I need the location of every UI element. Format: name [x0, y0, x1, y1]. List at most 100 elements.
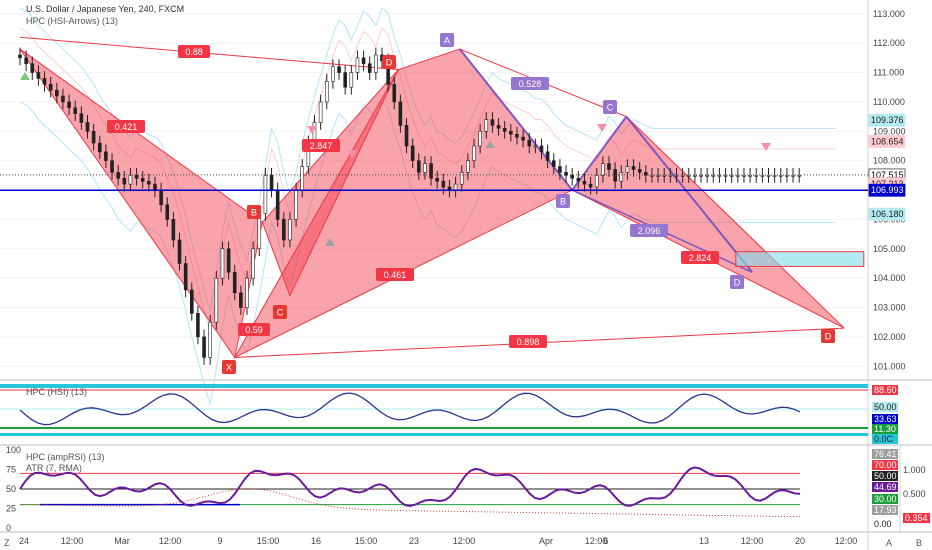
x-tick-label: 12:00 [159, 536, 182, 546]
bull-cd-line[interactable] [625, 115, 753, 273]
rsi-badge [872, 482, 898, 492]
lower-band [19, 101, 836, 405]
candle-body [502, 128, 507, 132]
candle-body [189, 289, 194, 314]
ratio-label-box[interactable] [238, 323, 270, 336]
candle-body [539, 145, 544, 153]
hsi-badge [872, 414, 898, 424]
candle-body [791, 175, 795, 177]
sell-arrow-icon [307, 126, 317, 134]
candle-body [686, 175, 691, 177]
price-badge [868, 113, 906, 127]
candle-body [607, 163, 611, 170]
ratio-label-box[interactable] [630, 224, 668, 237]
point-label-box[interactable] [603, 100, 617, 114]
amprsi-line[interactable] [19, 466, 801, 508]
candle-body [208, 321, 212, 358]
main-pane[interactable]: 0.88 0.421 2.847 0.59 0.461 0.898 0.528 2.096 2.… [0, 7, 868, 405]
candle-body [637, 169, 642, 173]
ratio-label: 0.528 [519, 79, 542, 89]
point-label: C [277, 308, 284, 318]
hsi-badge-text: 0.0C [874, 434, 894, 444]
hsi-badge [872, 424, 898, 434]
ratio-label-box[interactable] [178, 45, 210, 58]
rsi-badge [872, 505, 898, 515]
candle-body [251, 248, 255, 279]
y-tick-label: 110.000 [873, 97, 905, 107]
y-tick-label: 112.000 [873, 38, 905, 48]
target-zone-box[interactable] [735, 251, 865, 267]
point-label-box[interactable] [556, 194, 570, 208]
hsi-line[interactable] [19, 392, 801, 426]
candle-body [367, 63, 372, 73]
atr-right-tick: 1.000 [903, 465, 926, 475]
point-label-box[interactable] [382, 55, 396, 69]
candle-body [594, 175, 599, 188]
indicator-title: HPC (HSI-Arrows) (13) [26, 16, 118, 26]
candle-body [318, 101, 323, 123]
candle-body [711, 175, 716, 177]
axis-layer: 113.000 112.000 111.000 110.000 109.000 108.0… [19, 9, 906, 546]
ratio-label-box[interactable] [509, 335, 547, 348]
candle-body [202, 336, 206, 358]
grey-arrow-icon [485, 141, 495, 148]
candle-body [128, 175, 133, 185]
hsi-badge [872, 434, 898, 444]
candle-body [55, 89, 59, 97]
point-label: D [825, 332, 832, 342]
point-label-box[interactable] [222, 360, 236, 374]
price-badge-text: 108.654 [871, 136, 904, 146]
x-tick-label: 12:00 [741, 536, 764, 546]
candle-body [778, 175, 783, 177]
candle-body [220, 248, 225, 279]
candle-body [122, 177, 127, 185]
candle-body [73, 107, 78, 114]
symbol-title: U.S. Dollar / Japanese Yen, 240, FXCM [26, 4, 184, 14]
rsi-badge-text: 70.00 [874, 460, 897, 470]
candle-body [116, 172, 120, 179]
ratio-label-box[interactable] [107, 120, 145, 133]
candle-body [226, 248, 231, 273]
candle-body [766, 175, 771, 177]
amprsi-pane[interactable]: 100 75 50 25 0 1.000 0.500 76.4170.0050.0044.69… [6, 445, 930, 533]
candle-body [521, 136, 525, 141]
candle-body [165, 204, 170, 220]
atr-right-tick: 0.500 [903, 489, 926, 499]
candle-body [79, 113, 84, 123]
candle-body [748, 175, 752, 177]
candle-body [214, 277, 219, 323]
bull-bc-line[interactable] [571, 116, 628, 191]
ratio-label-box[interactable] [511, 77, 549, 90]
point-label-box[interactable] [273, 305, 287, 319]
footer-b[interactable]: B [916, 538, 922, 548]
candle-body [601, 163, 605, 176]
footer-z[interactable]: Z [4, 538, 10, 548]
candle-body [441, 180, 446, 188]
candle-body [416, 160, 421, 173]
point-label-box[interactable] [821, 329, 835, 343]
candle-body [374, 54, 378, 73]
x-tick-label: 6 [603, 536, 608, 546]
ratio-label-box[interactable] [376, 268, 414, 281]
candle-body [288, 219, 292, 241]
hsi-badge [872, 385, 898, 395]
ratio-label-box[interactable] [681, 251, 719, 264]
candle-body [183, 263, 188, 291]
point-label-box[interactable] [730, 275, 744, 289]
x-tick-label: 12:00 [61, 536, 84, 546]
candle-body [269, 175, 274, 191]
candle-body [772, 175, 777, 177]
x-tick-label: 23 [409, 536, 419, 546]
candle-body [631, 166, 636, 170]
footer-a[interactable]: A [886, 538, 892, 548]
point-label-box[interactable] [440, 33, 454, 47]
ratio-label-box[interactable] [302, 139, 340, 152]
price-badge-text: 106.993 [871, 185, 904, 195]
point-label-box[interactable] [247, 205, 261, 219]
atr-line[interactable] [19, 488, 801, 518]
candle-body [699, 175, 703, 177]
candle-body [705, 175, 709, 177]
